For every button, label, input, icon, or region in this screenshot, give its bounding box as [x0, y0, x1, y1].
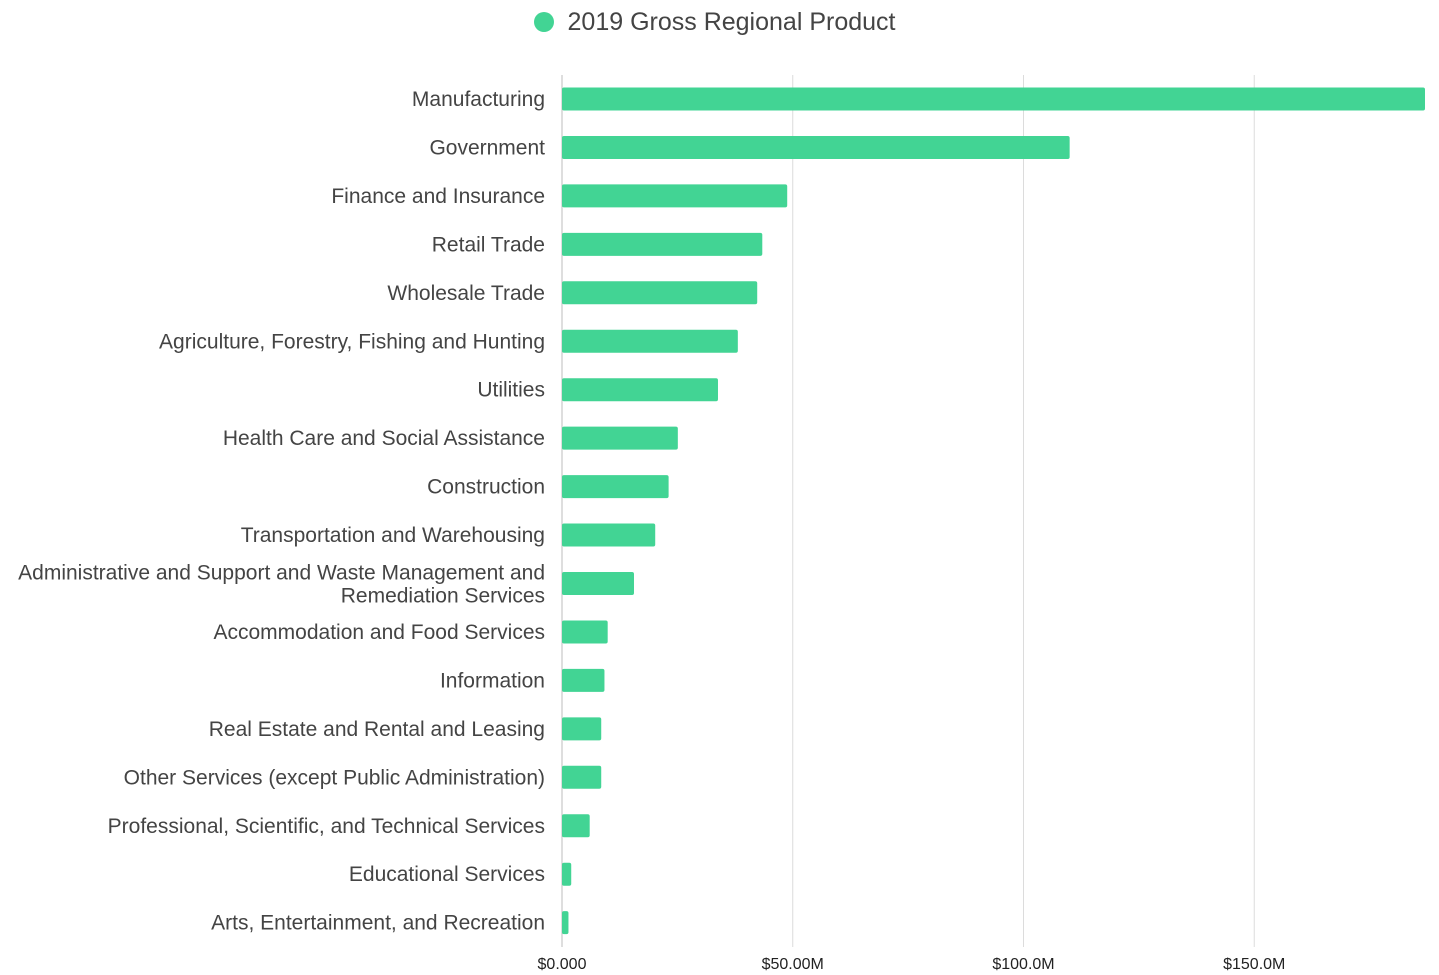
- bar: [562, 814, 590, 838]
- legend-item[interactable]: 2019 Gross Regional Product: [533, 7, 896, 37]
- bar: [562, 717, 602, 741]
- bar: [562, 232, 763, 256]
- category-label: Government: [429, 136, 545, 159]
- bar: [562, 281, 758, 305]
- category-label: Wholesale Trade: [387, 282, 545, 305]
- bar: [562, 184, 788, 208]
- category-label: Remediation Services: [341, 585, 545, 608]
- bar: [562, 475, 669, 499]
- category-label: Transportation and Warehousing: [241, 524, 545, 547]
- bar: [562, 911, 569, 935]
- bar: [562, 426, 678, 450]
- category-label: Retail Trade: [432, 233, 545, 256]
- category-label: Finance and Insurance: [331, 185, 545, 208]
- category-label: Information: [440, 669, 545, 692]
- x-tick-label: $100.0M: [992, 956, 1054, 973]
- bar: [562, 329, 738, 353]
- category-label: Manufacturing: [412, 88, 545, 111]
- x-tick-label: $150.0M: [1223, 956, 1285, 973]
- category-label: Utilities: [477, 379, 545, 402]
- bar: [562, 378, 718, 402]
- x-tick-label: $0.000: [538, 956, 587, 973]
- chart-legend: 2019 Gross Regional Product: [0, 6, 1439, 38]
- category-label: Construction: [427, 476, 545, 499]
- bar: [562, 523, 656, 547]
- category-label: Health Care and Social Assistance: [223, 427, 545, 450]
- category-label: Real Estate and Rental and Leasing: [209, 718, 545, 741]
- legend-label: 2019 Gross Regional Product: [567, 7, 896, 36]
- category-label: Other Services (except Public Administra…: [124, 766, 545, 789]
- category-label: Administrative and Support and Waste Man…: [18, 562, 545, 585]
- bar: [562, 862, 572, 886]
- bar: [562, 572, 634, 595]
- bar: [562, 765, 602, 789]
- category-label: Agriculture, Forestry, Fishing and Hunti…: [159, 330, 545, 353]
- bar: [562, 87, 1425, 111]
- legend-swatch-icon: [533, 12, 554, 32]
- category-label: Educational Services: [349, 863, 545, 886]
- bar: [562, 620, 608, 644]
- category-label: Professional, Scientific, and Technical …: [108, 815, 545, 838]
- bar: [562, 135, 1070, 159]
- category-label: Accommodation and Food Services: [214, 621, 546, 644]
- x-tick-label: $50.00M: [762, 956, 824, 973]
- category-label: Arts, Entertainment, and Recreation: [211, 912, 545, 935]
- bar: [562, 668, 605, 692]
